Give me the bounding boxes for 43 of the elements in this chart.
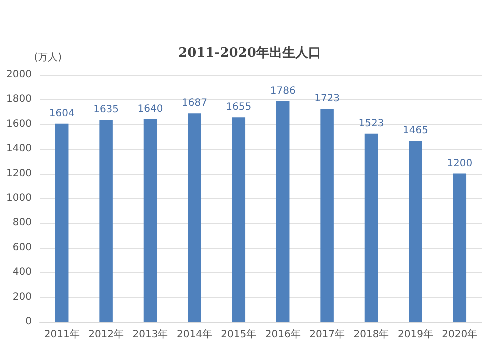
data-label: 1465 [402,126,428,137]
x-tick-label: 2020年 [442,328,478,340]
y-tick-label: 600 [12,242,32,254]
data-label: 1200 [447,158,473,170]
chart-title: 2011-2020年出生人口 [178,46,322,61]
bar [100,120,113,322]
y-tick-label: 1600 [6,118,32,130]
data-label: 1786 [270,86,296,97]
bar [453,174,467,322]
data-label: 1523 [358,118,384,130]
y-tick-label: 800 [12,218,32,229]
bar [276,101,290,322]
y-tick-label: 1000 [6,193,32,204]
x-tick-label: 2013年 [132,328,168,340]
data-label: 1635 [94,104,120,116]
bar [55,124,69,322]
data-label: 1723 [314,94,340,105]
y-tick-label: 1400 [6,144,32,155]
y-tick-label: 400 [12,267,32,278]
y-tick-label: 200 [12,292,32,303]
y-tick-label: 2000 [6,70,32,80]
bar [144,119,158,322]
bar [409,141,422,322]
x-tick-label: 2012年 [88,328,124,340]
x-tick-label: 2018年 [354,328,390,340]
data-label: 1655 [226,102,252,114]
bar [364,134,378,322]
y-tick-label: 1800 [6,94,32,106]
y-tick-label: 0 [26,316,32,328]
data-label: 1687 [182,98,208,110]
x-tick-label: 2015年 [221,328,257,340]
x-tick-label: 2016年 [265,328,301,340]
x-tick-label: 2017年 [310,328,346,340]
x-tick-label: 2011年 [44,328,80,340]
bar [232,118,246,322]
x-tick-label: 2014年 [176,328,212,340]
data-label: 1640 [138,104,164,115]
data-label: 1604 [49,108,75,120]
bar [188,114,202,322]
y-axis-title: (万人) [34,52,62,64]
y-tick-label: 1200 [6,168,32,180]
bar [320,109,334,322]
x-tick-label: 2019年 [398,328,434,340]
